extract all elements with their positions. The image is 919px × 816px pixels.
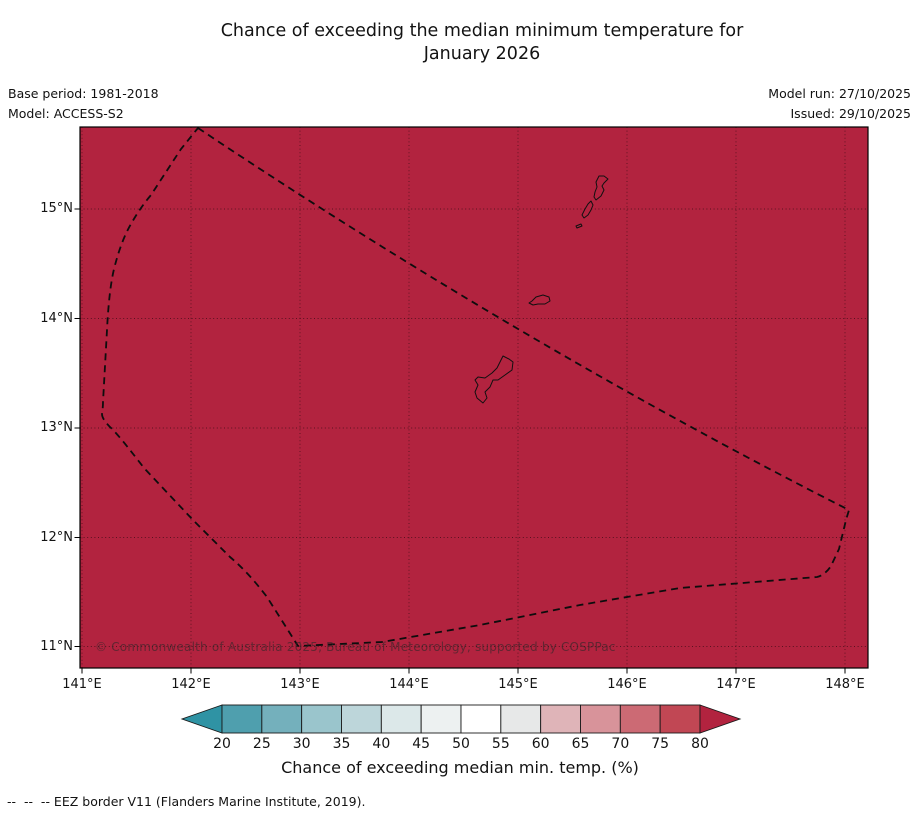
colorbar-segment [580, 704, 621, 734]
eez-legend-footnote: -- -- -- EEZ border V11 (Flanders Marine… [7, 794, 366, 809]
title-line-1: Chance of exceeding the median minimum t… [220, 21, 744, 41]
colorbar-segment [460, 704, 502, 734]
y-axis-tick-label: 14°N [40, 310, 73, 326]
colorbar-segment [619, 704, 661, 734]
colorbar-left-arrow [180, 704, 223, 734]
model-run-text: Model run: 27/10/2025 [768, 86, 911, 101]
colorbar-segment [301, 704, 342, 734]
x-axis-tick-label: 141°E [62, 677, 102, 692]
x-axis-tick-label: 147°E [716, 677, 756, 692]
x-axis-tick-label: 144°E [389, 677, 429, 692]
colorbar-right-arrow [699, 704, 742, 734]
copyright-watermark: © Commonwealth of Australia 2025, Bureau… [95, 640, 616, 654]
colorbar-segment [221, 704, 263, 734]
y-axis-tick-label: 15°N [40, 201, 73, 216]
colorbar-segment [420, 704, 462, 734]
y-axis-tick-label: 12°N [40, 529, 73, 545]
axis-tick-marks [74, 208, 846, 674]
y-axis-tick-label: 11°N [40, 638, 73, 654]
page-title: Chance of exceeding the median minimum t… [45, 20, 919, 66]
islands [474, 175, 609, 404]
colorbar-segment [341, 704, 382, 734]
island-guam [474, 355, 514, 404]
island-saipan [593, 175, 609, 201]
map-ocean-fill [80, 127, 868, 668]
colorbar-segment [380, 704, 422, 734]
colorbar-segment [500, 704, 542, 734]
gridlines [80, 127, 868, 668]
colorbar-segment [659, 704, 701, 734]
x-axis-tick-label: 146°E [607, 677, 647, 692]
colorbar-segment [261, 704, 303, 734]
island-tinian [581, 200, 594, 219]
x-axis-tick-label: 148°E [825, 677, 865, 692]
run-metadata-left: Base period: 1981-2018 Model: ACCESS-S2 [8, 84, 159, 124]
probability-map [74, 126, 869, 674]
colorbar-segment [540, 704, 581, 734]
island-rota [528, 294, 551, 306]
base-period-text: Base period: 1981-2018 [8, 86, 159, 101]
x-axis-tick-label: 142°E [171, 677, 211, 692]
model-text: Model: ACCESS-S2 [8, 106, 124, 121]
colorbar-segments [221, 704, 701, 734]
title-line-2: January 2026 [423, 44, 541, 64]
island-aguijan [575, 223, 583, 229]
run-metadata-right: Model run: 27/10/2025 Issued: 29/10/2025 [768, 84, 911, 124]
colorbar [180, 704, 742, 734]
map-frame [79, 126, 869, 669]
colorbar-label: Chance of exceeding median min. temp. (%… [281, 758, 639, 777]
y-axis-tick-label: 13°N [40, 420, 73, 435]
x-axis-tick-label: 143°E [280, 677, 320, 692]
x-axis-tick-label: 145°E [498, 677, 538, 692]
issued-text: Issued: 29/10/2025 [790, 106, 912, 121]
